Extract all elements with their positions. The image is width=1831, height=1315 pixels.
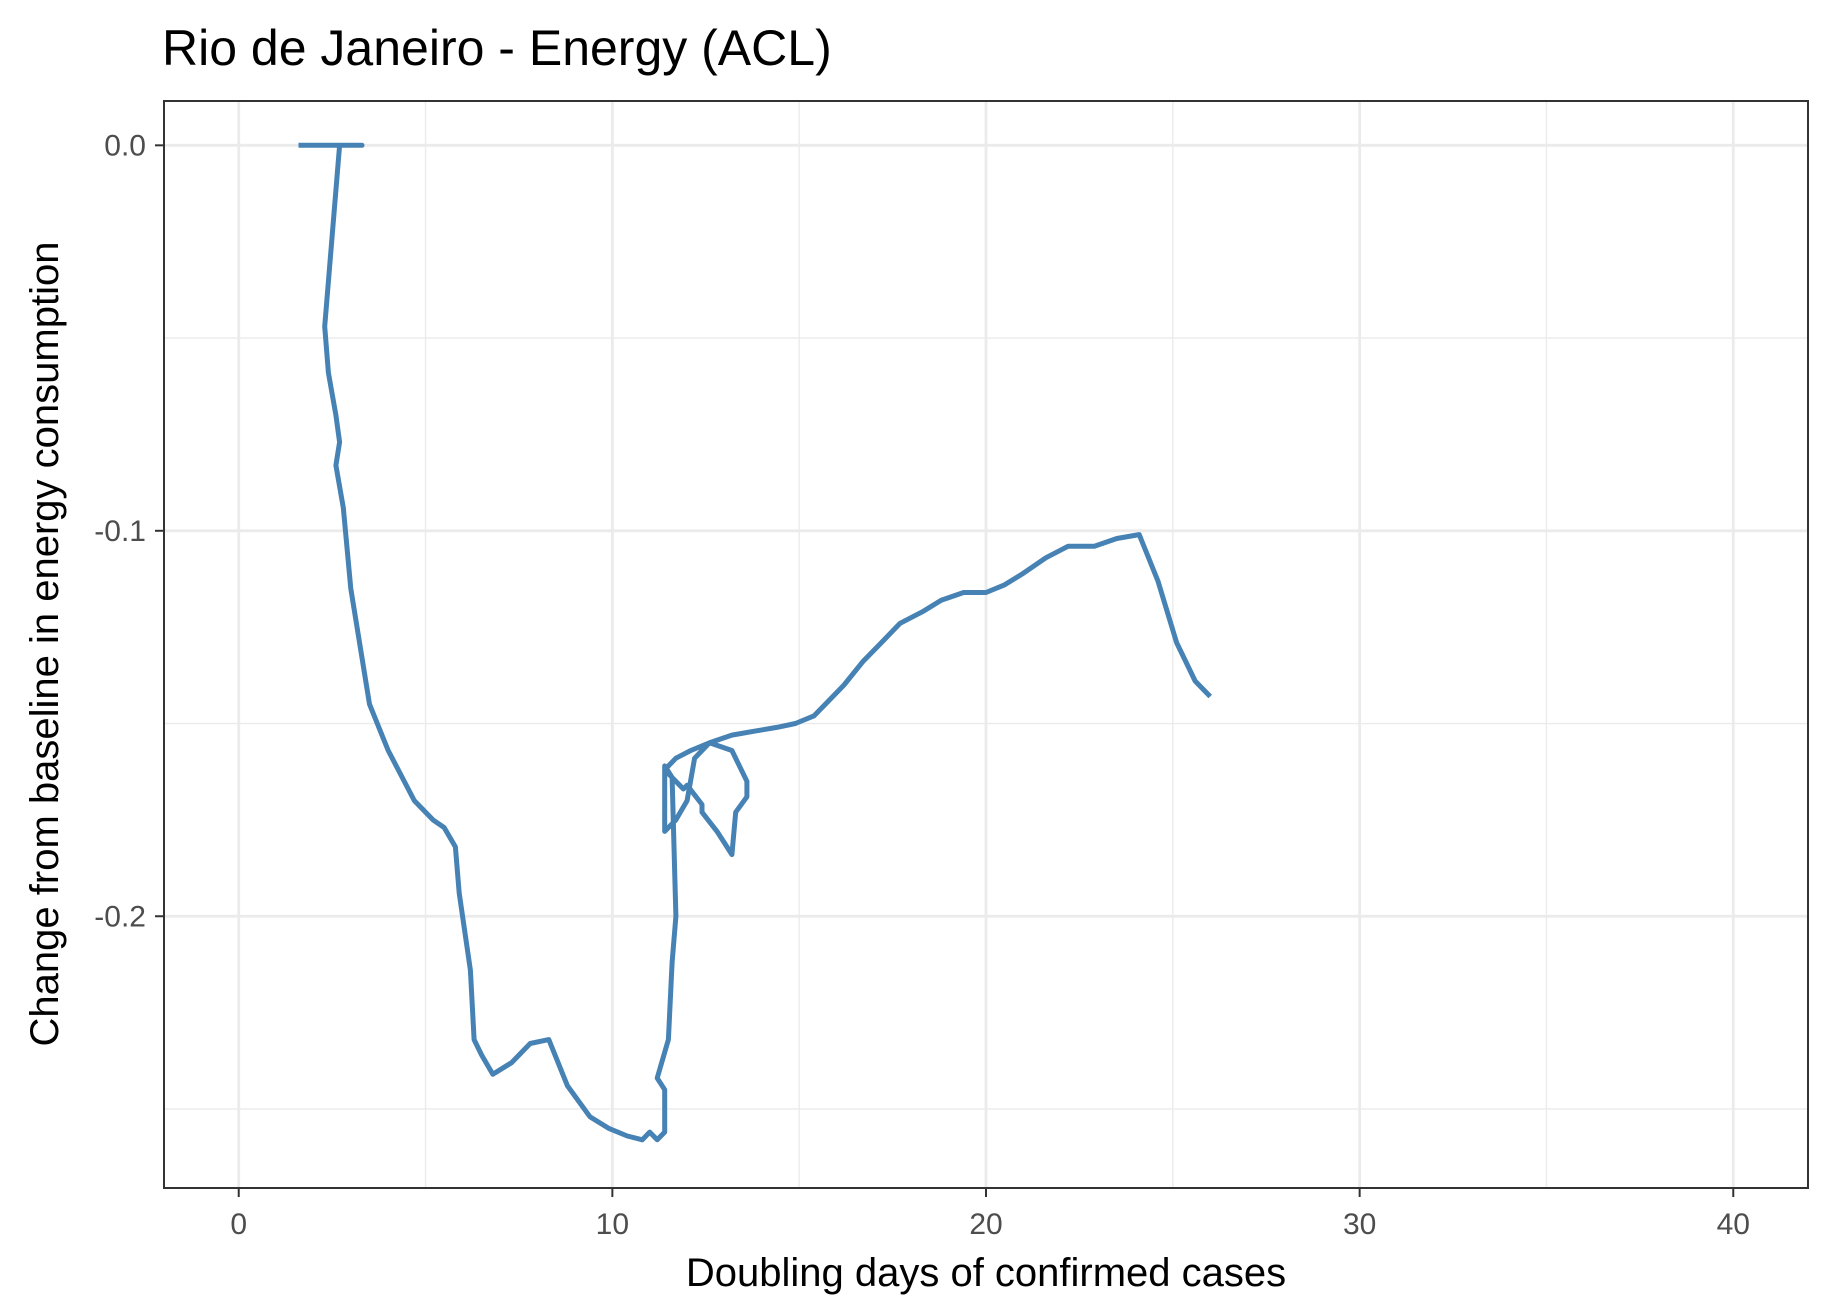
x-axis: 0 10 20 30 40 xyxy=(230,1188,1750,1241)
x-tick-label: 40 xyxy=(1717,1208,1750,1241)
x-tick-label: 30 xyxy=(1343,1208,1376,1241)
series-layer xyxy=(298,142,1212,1143)
x-tick-label: 0 xyxy=(230,1208,247,1241)
y-tick-label: -0.2 xyxy=(94,900,146,933)
x-tick-label: 10 xyxy=(596,1208,629,1241)
y-axis-title: Change from baseline in energy consumpti… xyxy=(23,242,67,1047)
series-line xyxy=(298,142,1212,1143)
x-tick-label: 20 xyxy=(969,1208,1002,1241)
y-axis: 0.0 -0.1 -0.2 xyxy=(94,129,164,933)
y-tick-label: -0.1 xyxy=(94,515,146,548)
gridlines xyxy=(164,101,1808,1188)
chart-title: Rio de Janeiro - Energy (ACL) xyxy=(162,20,832,76)
y-tick-label: 0.0 xyxy=(104,129,146,162)
x-axis-title: Doubling days of confirmed cases xyxy=(686,1251,1286,1295)
